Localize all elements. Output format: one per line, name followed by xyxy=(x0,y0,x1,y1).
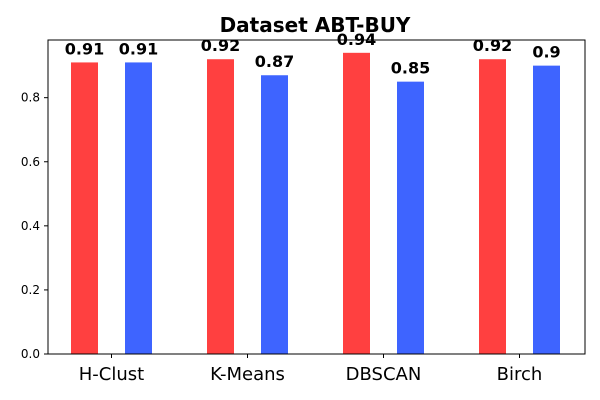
y-tick-label: 0.0 xyxy=(21,347,40,361)
bar-birch-series-1 xyxy=(479,59,506,355)
plot-frame xyxy=(47,39,586,355)
x-tick-label: H-Clust xyxy=(79,364,144,385)
bar-k-means-series-2 xyxy=(261,75,288,354)
bar-dbscan-series-1 xyxy=(343,52,370,355)
bar-dbscan-series-2 xyxy=(397,81,424,354)
bar-k-means-series-1 xyxy=(207,59,234,355)
data-label: 0.87 xyxy=(255,52,294,71)
y-tick-label: 0.2 xyxy=(21,283,40,297)
data-label: 0.85 xyxy=(391,59,430,78)
bar-h-clust-series-1 xyxy=(71,62,98,355)
data-label: 0.94 xyxy=(337,30,376,49)
chart-title: Dataset ABT-BUY xyxy=(220,13,411,37)
x-axis: H-Clust K-Means DBSCAN Birch xyxy=(79,354,543,385)
y-tick-label: 0.8 xyxy=(21,91,40,105)
y-axis: 0.0 0.2 0.4 0.6 0.8 xyxy=(21,91,48,361)
y-tick-label: 0.6 xyxy=(21,155,40,169)
bar-h-clust-series-2 xyxy=(125,62,152,355)
x-tick-label: Birch xyxy=(497,364,543,385)
data-labels-group: 0.91 0.91 0.92 0.87 0.94 0.85 0.92 0.9 xyxy=(65,30,561,78)
data-label: 0.91 xyxy=(65,39,104,58)
data-label: 0.92 xyxy=(201,36,240,55)
data-label: 0.9 xyxy=(532,43,560,62)
x-tick-label: DBSCAN xyxy=(346,364,422,385)
y-tick-label: 0.4 xyxy=(21,219,40,233)
bars-group xyxy=(71,52,560,355)
x-tick-label: K-Means xyxy=(210,364,285,385)
bar-birch-series-2 xyxy=(533,65,560,354)
data-label: 0.91 xyxy=(119,39,158,58)
data-label: 0.92 xyxy=(473,36,512,55)
